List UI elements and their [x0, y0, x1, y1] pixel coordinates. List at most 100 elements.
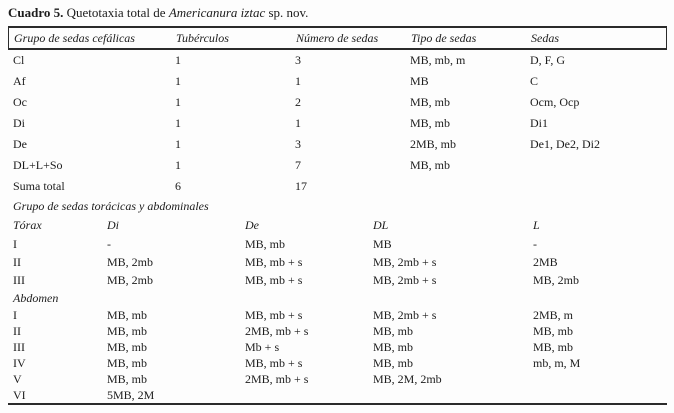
table-cell: 1 [175, 137, 181, 151]
table-cell: DL+L+So [13, 158, 63, 172]
table-cell: MB, 2mb + s [373, 255, 437, 269]
table-cell: I [13, 308, 17, 322]
column-header: DL [373, 218, 389, 232]
table-cell: De1, De2, Di2 [530, 137, 600, 151]
table-cell: Ocm, Ocp [530, 95, 580, 109]
table-row: De 1 3 2MB, mb De1, De2, Di2 [8, 134, 667, 155]
table-caption: Cuadro 5. Quetotaxia total de Americanur… [8, 5, 308, 21]
table-cell: MB, mb [107, 372, 148, 386]
table-row: IV MB, mb MB, mb + s MB, mb mb, m, M [8, 355, 667, 371]
table-cell [530, 176, 667, 197]
column-header: Grupo de sedas cefálicas [14, 30, 135, 45]
table-cell: III [13, 340, 25, 354]
table-cell: MB, mb [373, 356, 414, 370]
table-cell: MB, 2mb [533, 273, 580, 287]
table-cell: 1 [175, 116, 181, 130]
table-cell: Cl [13, 53, 25, 67]
table-cell: MB, mb + s [245, 273, 303, 287]
table-cell: - [107, 237, 111, 251]
table-cell: III [13, 273, 25, 287]
table-row: DL+L+So 1 7 MB, mb [8, 155, 667, 176]
table-row: Di 1 1 MB, mb Di1 [8, 113, 667, 134]
table-cell: MB [410, 74, 429, 88]
table-cell: 1 [175, 74, 181, 88]
table-cell: 2MB, m [533, 308, 574, 322]
table-cell: 6 [175, 179, 181, 193]
table-cell: I [13, 237, 17, 251]
table-cell: 1 [295, 116, 301, 130]
table-cell: 2MB, mb + s [245, 372, 309, 386]
abdomen-rows: I MB, mb MB, mb + s MB, 2mb + s 2MB, m II MB, … [8, 307, 667, 403]
table-cell: VI [13, 388, 26, 402]
table-cell: 3 [295, 53, 301, 67]
caption-tail: sp. nov. [265, 5, 309, 20]
table-row: III MB, 2mb MB, mb + s MB, 2mb + s MB, 2mb [8, 271, 667, 289]
table-cell: - [533, 237, 537, 251]
column-header: De [245, 218, 259, 232]
table-cell: MB, mb [107, 356, 148, 370]
table-row: VI 5MB, 2M [8, 387, 667, 403]
table-row: III MB, mb Mb + s MB, mb MB, mb [8, 339, 667, 355]
table-row: Cl 1 3 MB, mb, m D, F, G [8, 50, 667, 71]
column-header: Tipo de sedas [411, 30, 477, 45]
table-cell: MB, 2mb [107, 255, 154, 269]
table-cell: MB, 2mb + s [373, 273, 437, 287]
column-header: L [533, 218, 540, 232]
table-cell: 1 [175, 158, 181, 172]
caption-number: Cuadro 5. [8, 5, 64, 20]
table-cell: De [13, 137, 27, 151]
table-cell: 17 [295, 179, 307, 193]
table-cell [530, 155, 667, 176]
table-cell: MB, mb, m [410, 53, 466, 67]
table-cell: MB, 2mb + s [373, 308, 437, 322]
table-cell: 2 [295, 95, 301, 109]
table-cell: MB, mb + s [245, 255, 303, 269]
thoracic-header-row: Tórax Di De DL L [8, 215, 667, 235]
table-cell: Mb + s [245, 340, 280, 354]
table-cell: II [13, 255, 21, 269]
table-cell: 1 [175, 53, 181, 67]
thoracic-section-title: Grupo de sedas torácicas y abdominales [13, 199, 209, 213]
table-cell: Di [13, 116, 25, 130]
table-row: I - MB, mb MB - [8, 235, 667, 253]
table-cell: MB, mb [373, 324, 414, 338]
column-header: Di [107, 218, 119, 232]
table-cell: MB, mb [410, 158, 451, 172]
table-cell: Di1 [530, 116, 548, 130]
table-cell [533, 387, 667, 403]
table-row: Af 1 1 MB C [8, 71, 667, 92]
table-row: Suma total 6 17 [8, 176, 667, 197]
abdomen-section-label: Abdomen [13, 291, 59, 305]
column-header: Número de sedas [296, 30, 379, 45]
table-cell: 2MB [533, 255, 558, 269]
table-cell: Oc [13, 95, 27, 109]
table-cell: D, F, G [530, 53, 566, 67]
table-cell: 5MB, 2M [107, 388, 155, 402]
table-cell: 1 [175, 95, 181, 109]
table-cell: 2MB, mb + s [245, 324, 309, 338]
table-cell: 7 [295, 158, 301, 172]
cephalic-rows: Cl 1 3 MB, mb, m D, F, G Af 1 1 MB C Oc 1 2 MB, mb Ocm… [8, 50, 667, 197]
table-row: II MB, 2mb MB, mb + s MB, 2mb + s 2MB [8, 253, 667, 271]
column-header: Sedas [531, 30, 559, 45]
table-cell: 3 [295, 137, 301, 151]
table-cell: MB, mb [107, 340, 148, 354]
table-cell: II [13, 324, 21, 338]
table-cell: Af [13, 74, 26, 88]
table-cell: IV [13, 356, 26, 370]
caption-lead: Quetotaxia total de [63, 5, 169, 20]
table-cell: MB, mb [245, 237, 286, 251]
column-header: Tubérculos [176, 30, 229, 45]
table-row: Oc 1 2 MB, mb Ocm, Ocp [8, 92, 667, 113]
table-row: I MB, mb MB, mb + s MB, 2mb + s 2MB, m [8, 307, 667, 323]
table-cell: Suma total [13, 179, 65, 193]
table-cell: MB, mb [107, 308, 148, 322]
table-cell: MB, mb + s [245, 356, 303, 370]
table-cell [373, 387, 533, 403]
table-cell: MB, mb [373, 340, 414, 354]
table-cell: mb, m, M [533, 356, 581, 370]
table-cell: MB, 2M, 2mb [373, 372, 442, 386]
table-cell: MB, mb + s [245, 308, 303, 322]
table-cell: MB, mb [533, 324, 574, 338]
